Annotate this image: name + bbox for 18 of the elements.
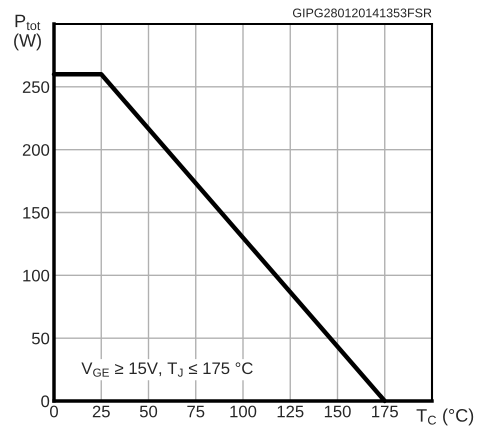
y-tick-label: 200 [22,144,50,156]
y-axis-title: P$_{tot}$ (W) [14,14,41,50]
x-tick-label: 150 [324,406,351,418]
y-tick-label: 150 [23,206,50,219]
x-tick-label: 75 [187,406,204,418]
text: GIPG280120141353FSR [292,8,432,18]
x-tick-label: 0 [50,406,58,418]
x-axis-title: T$_{C}$ (°C) [416,408,474,426]
annotation: V$_{GE}$ ≥ 15V, T$_{J}$ ≤ 175 °C [81,362,253,377]
x-tick-label: 25 [92,406,110,418]
y-tick-label: 250 [22,81,50,94]
y-tick-label: 50 [32,332,50,344]
x-tick-label: 125 [278,406,304,418]
y-tick-label: 100 [23,270,50,282]
x-tick-label: 50 [140,406,158,418]
x-tick-label: 175 [372,406,398,418]
y-tick-label: 0 [41,395,50,408]
x-tick-label: 100 [230,406,256,418]
